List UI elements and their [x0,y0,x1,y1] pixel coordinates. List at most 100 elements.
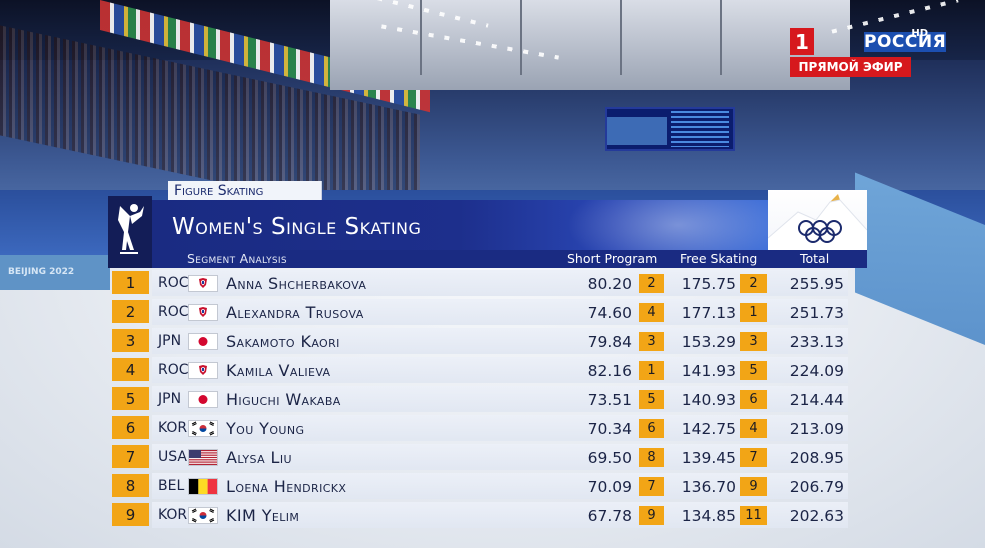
roc-flag [188,275,218,292]
short-program-score: 70.09 [587,478,632,496]
row-body: JPN Higuchi Wakaba 73.51 5 140.93 6 214.44 [152,386,848,412]
japan-flag [188,333,218,350]
country-code: ROC [158,362,189,378]
rank-badge: 2 [112,300,149,323]
usa-flag [188,449,218,466]
short-program-rank: 2 [639,274,664,293]
arena-roof [330,0,850,90]
column-header-free-skating: Free Skating [680,251,758,266]
belgium-flag [188,478,218,495]
total-score: 255.95 [789,275,844,293]
free-skating-rank: 7 [740,448,767,467]
athlete-name: KIM Yelim [226,506,300,525]
column-header-total: Total [800,251,830,266]
row-body: ROC Alexandra Trusova 74.60 4 177.13 1 251.73 [152,299,848,325]
rank-badge: 1 [112,271,149,294]
athlete-name: You Young [226,419,305,438]
table-row: 8 BEL Loena Hendrickx 70.09 7 136.70 9 206.79 [112,473,848,499]
row-body: ROC Kamila Valieva 82.16 1 141.93 5 224.09 [152,357,848,383]
total-score: 233.13 [789,333,844,351]
row-body: USA Alysa Liu 69.50 8 139.45 7 208.95 [152,444,848,470]
table-row: 4 ROC Kamila Valieva 82.16 1 141.93 5 224.09 [112,357,848,383]
total-score: 213.09 [789,420,844,438]
free-skating-score: 140.93 [681,391,736,409]
country-code: KOR [158,507,188,523]
country-code: KOR [158,420,188,436]
free-skating-score: 141.93 [681,362,736,380]
channel-name: РОССИЯ [864,32,947,52]
country-code: ROC [158,304,189,320]
country-code: JPN [158,333,182,349]
hd-badge: HD [911,28,928,39]
free-skating-score: 142.75 [681,420,736,438]
figure-skating-pictogram [108,196,152,268]
channel-logo: РОССИЯ 1 HD ПРЯМОЙ ЭФИР [790,28,947,77]
short-program-rank: 6 [639,419,664,438]
column-header-bar: Segment Analysis Short Program Free Skat… [152,250,867,268]
table-row: 6 KOR You Young 70.34 6 142.75 4 213.09 [112,415,848,441]
short-program-rank: 3 [639,332,664,351]
rank-badge: 7 [112,445,149,468]
row-body: BEL Loena Hendrickx 70.09 7 136.70 9 206.79 [152,473,848,499]
rank-badge: 9 [112,503,149,526]
roc-flag [188,304,218,321]
short-program-score: 69.50 [587,449,632,467]
free-skating-rank: 2 [740,274,767,293]
athlete-name: Kamila Valieva [226,361,331,380]
arena-video-screen [605,107,735,151]
short-program-score: 80.20 [587,275,632,293]
short-program-rank: 5 [639,390,664,409]
short-program-score: 79.84 [587,333,632,351]
event-title: Women's Single Skating [172,214,422,240]
total-score: 224.09 [789,362,844,380]
free-skating-rank: 1 [740,303,767,322]
free-skating-score: 175.75 [681,275,736,293]
row-body: KOR You Young 70.34 6 142.75 4 213.09 [152,415,848,441]
rank-badge: 3 [112,329,149,352]
total-score: 202.63 [789,507,844,525]
short-program-rank: 8 [639,448,664,467]
total-score: 251.73 [789,304,844,322]
free-skating-score: 153.29 [681,333,736,351]
roc-flag [188,362,218,379]
short-program-score: 67.78 [587,507,632,525]
free-skating-score: 177.13 [681,304,736,322]
total-score: 206.79 [789,478,844,496]
row-body: JPN Sakamoto Kaori 79.84 3 153.29 3 233.13 [152,328,848,354]
table-row: 9 KOR KIM Yelim 67.78 9 134.85 11 202.63 [112,502,848,528]
free-skating-score: 139.45 [681,449,736,467]
japan-flag [188,391,218,408]
free-skating-rank: 9 [740,477,767,496]
short-program-score: 74.60 [587,304,632,322]
olympic-rings-panel [767,190,868,250]
short-program-rank: 1 [639,361,664,380]
athlete-name: Higuchi Wakaba [226,390,341,409]
short-program-score: 73.51 [587,391,632,409]
country-code: ROC [158,275,189,291]
total-score: 208.95 [789,449,844,467]
olympic-rings-icon [767,194,868,250]
channel-number: 1 [790,28,814,55]
athlete-name: Loena Hendrickx [226,477,347,496]
title-banner: Women's Single Skating [152,200,768,250]
live-badge: ПРЯМОЙ ЭФИР [790,57,911,77]
free-skating-rank: 3 [740,332,767,351]
table-row: 5 JPN Higuchi Wakaba 73.51 5 140.93 6 214.44 [112,386,848,412]
total-score: 214.44 [789,391,844,409]
column-header-short-program: Short Program [567,251,658,266]
board-text: BEIJING 2022 [8,267,75,277]
country-code: USA [158,449,187,465]
rank-badge: 6 [112,416,149,439]
short-program-rank: 4 [639,303,664,322]
athlete-name: Sakamoto Kaori [226,332,340,351]
free-skating-rank: 11 [740,506,767,525]
country-code: JPN [158,391,182,407]
row-body: KOR KIM Yelim 67.78 9 134.85 11 202.63 [152,502,848,528]
table-row: 3 JPN Sakamoto Kaori 79.84 3 153.29 3 233.13 [112,328,848,354]
skater-icon [118,204,144,254]
korea-flag [188,507,218,524]
table-row: 2 ROC Alexandra Trusova 74.60 4 177.13 1 251.73 [112,299,848,325]
korea-flag [188,420,218,437]
athlete-name: Alysa Liu [226,448,292,467]
rank-badge: 8 [112,474,149,497]
